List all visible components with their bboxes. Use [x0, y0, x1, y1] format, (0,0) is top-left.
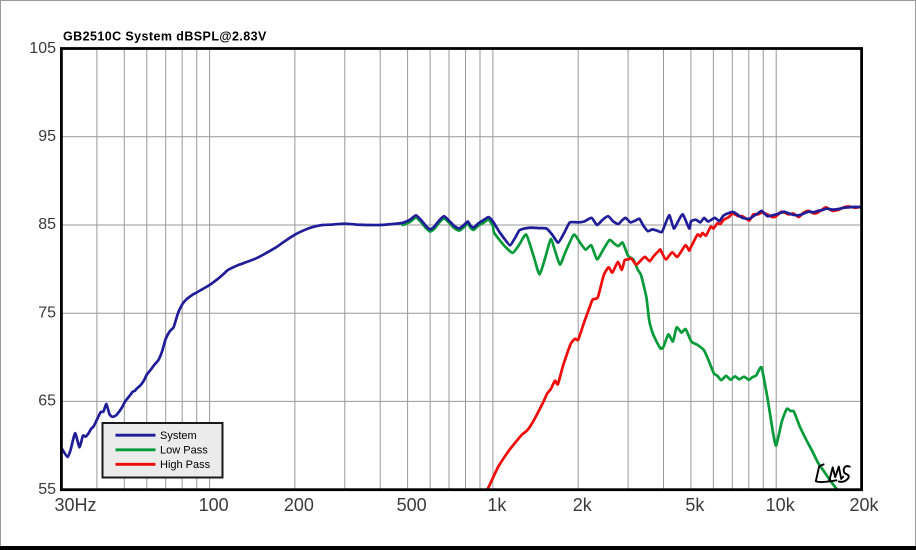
- svg-text:65: 65: [38, 393, 56, 410]
- svg-text:10k: 10k: [766, 495, 796, 515]
- svg-text:75: 75: [38, 304, 56, 321]
- svg-text:85: 85: [38, 216, 56, 233]
- svg-text:30Hz: 30Hz: [55, 495, 97, 515]
- svg-text:20k: 20k: [849, 495, 879, 515]
- svg-text:GB2510C System dBSPL@2.83V: GB2510C System dBSPL@2.83V: [63, 30, 267, 44]
- svg-text:500: 500: [397, 495, 427, 515]
- svg-text:55: 55: [38, 481, 56, 498]
- svg-text:200: 200: [284, 495, 314, 515]
- svg-text:1k: 1k: [487, 495, 507, 515]
- svg-text:95: 95: [38, 128, 56, 145]
- svg-text:Low Pass: Low Pass: [160, 445, 208, 457]
- svg-text:System: System: [160, 430, 197, 442]
- svg-text:5k: 5k: [685, 495, 705, 515]
- svg-text:2k: 2k: [573, 495, 593, 515]
- svg-text:100: 100: [199, 495, 229, 515]
- svg-text:High Pass: High Pass: [160, 459, 211, 471]
- svg-text:105: 105: [29, 40, 56, 57]
